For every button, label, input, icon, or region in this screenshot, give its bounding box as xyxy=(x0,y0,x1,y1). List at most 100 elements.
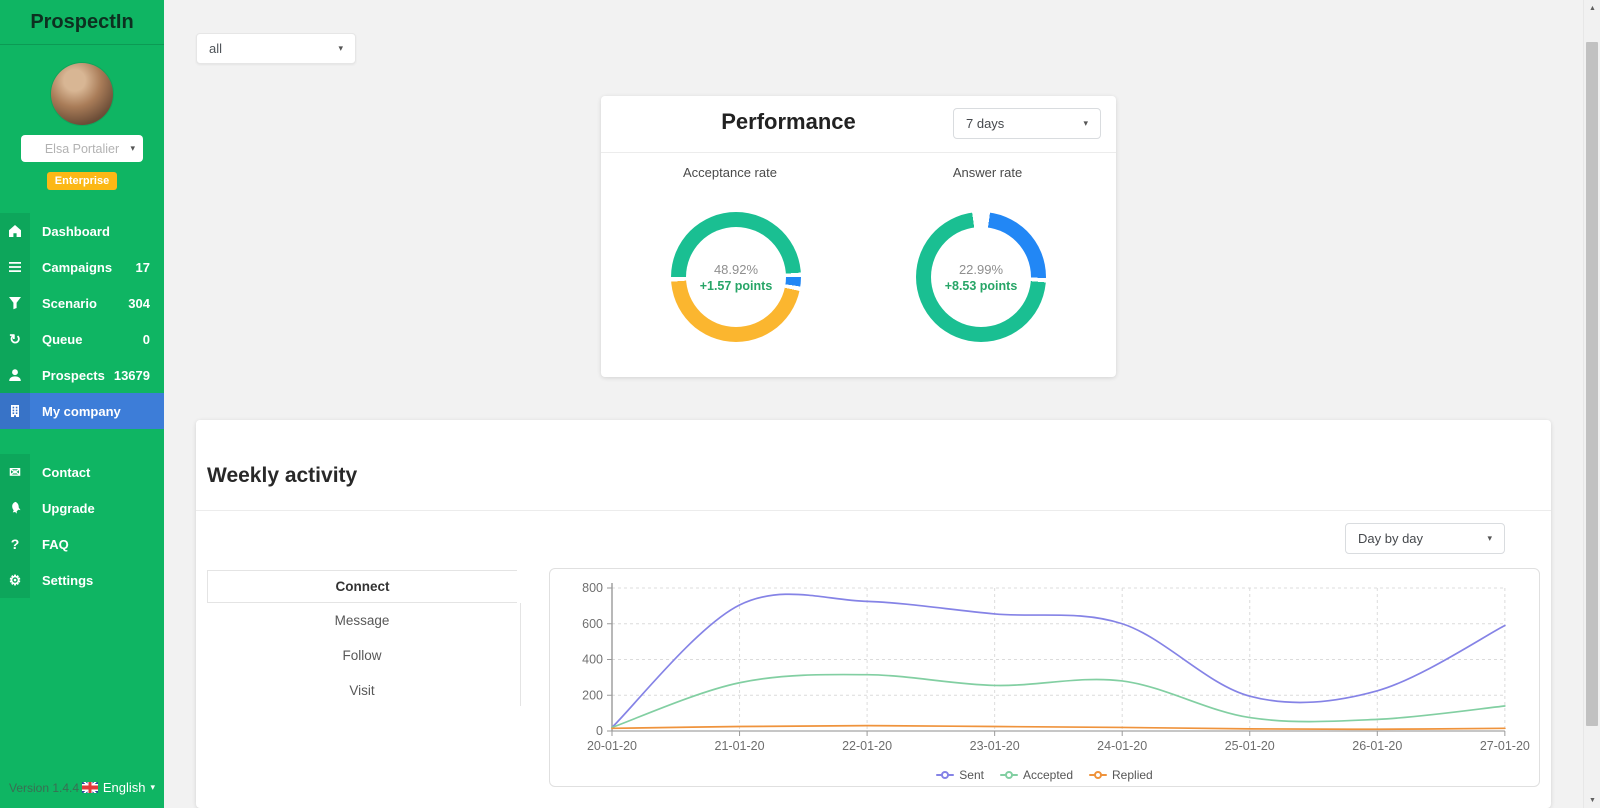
weekly-activity-title: Weekly activity xyxy=(207,464,358,487)
language-select[interactable]: English ▾ xyxy=(81,780,155,795)
scroll-down-icon[interactable]: ▼ xyxy=(1589,796,1596,804)
sidebar-item-label: Queue xyxy=(42,331,83,347)
funnel-icon xyxy=(0,285,30,321)
scrollbar-thumb[interactable] xyxy=(1586,42,1598,726)
account-name: Elsa Portalier xyxy=(44,141,120,156)
svg-text:600: 600 xyxy=(582,617,603,631)
sidebar-item-label: Campaigns xyxy=(42,259,113,275)
svg-text:200: 200 xyxy=(582,688,603,702)
sidebar-footer: Version 1.4.4 English ▾ xyxy=(0,780,164,795)
legend-marker-icon xyxy=(1089,771,1108,780)
chevron-down-icon: ▾ xyxy=(1487,533,1492,543)
legend-item-sent[interactable]: Sent xyxy=(936,768,984,782)
answer-rate-label: Answer rate xyxy=(952,165,1023,180)
language-label: English xyxy=(102,780,146,795)
svg-text:26-01-20: 26-01-20 xyxy=(1352,739,1402,753)
sidebar-item-count: 304 xyxy=(128,295,150,311)
sidebar-item-label: Upgrade xyxy=(42,500,95,516)
legend-label: Replied xyxy=(1112,768,1153,782)
user-icon xyxy=(0,357,30,393)
nav-secondary: ✉ Contact Upgrade? FAQ ⚙ Settings xyxy=(0,454,164,598)
legend-marker-icon xyxy=(936,771,955,780)
tabs-divider xyxy=(520,603,521,706)
chevron-down-icon: ▾ xyxy=(150,782,155,792)
donut-center: 48.92% +1.57 points xyxy=(686,227,786,327)
answer-rate-donut: 22.99% +8.53 points xyxy=(916,212,1046,342)
acceptance-rate-delta: +1.57 points xyxy=(699,278,773,293)
list-icon xyxy=(0,249,30,285)
envelope-icon: ✉ xyxy=(0,454,30,490)
granularity-value: Day by day xyxy=(1358,531,1424,546)
sidebar-item-label: Scenario xyxy=(42,295,97,311)
svg-text:21-01-20: 21-01-20 xyxy=(715,739,765,753)
legend-item-accepted[interactable]: Accepted xyxy=(999,768,1074,782)
app-logo: ProspectIn xyxy=(0,0,164,45)
rocket-icon xyxy=(0,490,30,526)
chart-legend: Sent Accepted Replied xyxy=(550,768,1539,782)
tab-visit[interactable]: Visit xyxy=(349,683,375,698)
sidebar-item-count: 13679 xyxy=(113,367,150,383)
account-select[interactable]: Elsa Portalier ▾ xyxy=(21,135,143,162)
svg-text:400: 400 xyxy=(582,653,603,667)
sidebar-item-label: Prospects xyxy=(42,367,105,383)
nav-primary: Dashboard Campaigns 17 Scenario 304 ↻ Queue 0 Pr… xyxy=(0,213,164,429)
range-select[interactable]: 7 days ▾ xyxy=(953,108,1101,139)
sidebar-item-my-company[interactable]: My company xyxy=(0,393,164,429)
question-icon: ? xyxy=(0,526,30,562)
scroll-up-icon[interactable]: ▲ xyxy=(1589,4,1596,12)
line-chart: 0 200 400 600 800 20-01-20 21-01-20 22-01-20 23-… xyxy=(582,581,1530,753)
campaign-filter-select[interactable]: all ▾ xyxy=(196,33,356,64)
performance-title: Performance xyxy=(721,109,856,134)
acceptance-rate-value: 48.92% xyxy=(713,261,759,277)
sidebar-item-label: Settings xyxy=(42,572,94,588)
sidebar-item-dashboard[interactable]: Dashboard xyxy=(0,213,164,249)
divider xyxy=(196,510,1551,511)
performance-card: Performance 7 days ▾ Acceptance rate Ans… xyxy=(601,96,1116,377)
svg-text:23-01-20: 23-01-20 xyxy=(970,739,1020,753)
version-label: Version 1.4.4 xyxy=(9,780,80,795)
weekly-activity-card: Weekly activity Day by day ▾ Connect Mess… xyxy=(196,420,1551,808)
legend-label: Accepted xyxy=(1022,768,1074,782)
chevron-down-icon: ▾ xyxy=(130,143,135,153)
sidebar: ProspectIn Elsa Portalier ▾ Enterprise D… xyxy=(0,0,164,808)
sidebar-item-queue[interactable]: ↻ Queue 0 xyxy=(0,321,164,357)
legend-item-replied[interactable]: Replied xyxy=(1089,768,1153,782)
sidebar-item-contact[interactable]: ✉ Contact xyxy=(0,454,164,490)
tab-message[interactable]: Message xyxy=(334,613,390,628)
sidebar-item-label: FAQ xyxy=(42,536,69,552)
sidebar-item-label: Dashboard xyxy=(42,223,110,239)
acceptance-rate-donut: 48.92% +1.57 points xyxy=(671,212,801,342)
campaign-filter-value: all xyxy=(209,41,223,56)
sidebar-item-count: 0 xyxy=(142,331,150,347)
acceptance-rate-label: Acceptance rate xyxy=(683,165,777,180)
granularity-select[interactable]: Day by day ▾ xyxy=(1345,523,1505,554)
legend-label: Sent xyxy=(959,768,984,782)
refresh-icon: ↻ xyxy=(0,321,30,357)
plan-badge: Enterprise xyxy=(46,172,118,190)
range-value: 7 days xyxy=(966,116,1005,131)
sidebar-item-label: My company xyxy=(42,403,121,419)
sidebar-item-upgrade[interactable]: Upgrade xyxy=(0,490,164,526)
svg-text:24-01-20: 24-01-20 xyxy=(1097,739,1147,753)
answer-rate-delta: +8.53 points xyxy=(944,278,1018,293)
svg-text:25-01-20: 25-01-20 xyxy=(1225,739,1275,753)
tab-follow[interactable]: Follow xyxy=(342,648,382,663)
tab-connect[interactable]: Connect xyxy=(207,570,517,603)
svg-text:800: 800 xyxy=(582,581,603,595)
sidebar-item-settings[interactable]: ⚙ Settings xyxy=(0,562,164,598)
svg-text:27-01-20: 27-01-20 xyxy=(1480,739,1530,753)
svg-text:22-01-20: 22-01-20 xyxy=(842,739,892,753)
sidebar-item-count: 17 xyxy=(135,259,150,275)
building-icon xyxy=(0,393,30,429)
divider xyxy=(601,152,1116,153)
sidebar-item-scenario[interactable]: Scenario 304 xyxy=(0,285,164,321)
sidebar-item-campaigns[interactable]: Campaigns 17 xyxy=(0,249,164,285)
donut-center: 22.99% +8.53 points xyxy=(931,227,1031,327)
sidebar-item-faq[interactable]: ? FAQ xyxy=(0,526,164,562)
sidebar-item-prospects[interactable]: Prospects 13679 xyxy=(0,357,164,393)
gear-icon: ⚙ xyxy=(0,562,30,598)
svg-text:20-01-20: 20-01-20 xyxy=(587,739,637,753)
activity-tabs: Connect Message Follow Visit xyxy=(207,570,517,708)
vertical-scrollbar[interactable]: ▲ ▼ xyxy=(1583,0,1600,808)
svg-text:0: 0 xyxy=(596,724,603,738)
